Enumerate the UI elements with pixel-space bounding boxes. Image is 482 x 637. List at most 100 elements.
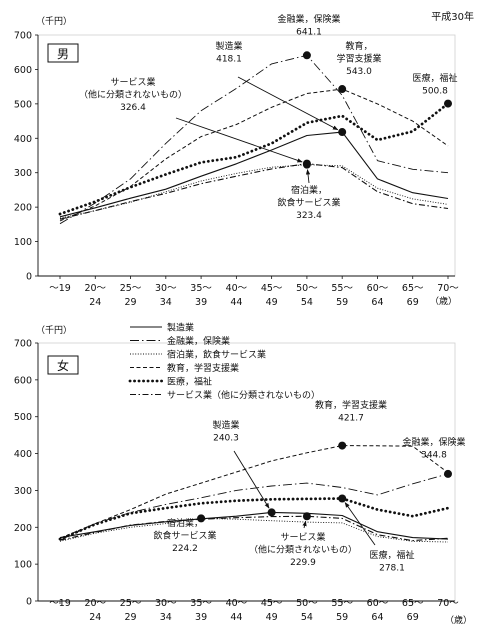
x-tick-label: 39 <box>195 612 207 623</box>
y-tick-label: 500 <box>14 99 32 110</box>
x-tick-label: 60～ <box>367 283 389 294</box>
callout-label: 医療，福祉 <box>369 549 414 561</box>
x-tick-label: 20～ <box>84 283 106 294</box>
callout-arrow <box>237 76 339 131</box>
x-tick-label: 45～ <box>261 283 283 294</box>
y-axis-title: （千円） <box>36 16 72 27</box>
x-tick-label: 30～ <box>155 283 177 294</box>
x-tick-label: 35～ <box>190 283 212 294</box>
callout-label: 製造業 <box>215 40 242 52</box>
peak-marker <box>338 128 347 137</box>
x-tick-label: 40～ <box>226 598 248 609</box>
series-line-5 <box>59 163 449 220</box>
callout-label: 学習支援業 <box>336 53 381 65</box>
callout-label: サービス業 <box>280 531 325 543</box>
x-tick-label: ～19 <box>49 598 71 609</box>
y-tick-label: 300 <box>14 486 32 497</box>
x-tick-label: 25～ <box>120 283 142 294</box>
callout-label: 418.1 <box>216 55 242 65</box>
callout-label: 323.4 <box>296 211 322 221</box>
callout-arrow <box>233 450 270 509</box>
callout-label: 278.1 <box>379 564 405 574</box>
x-tick-label: 40～ <box>226 283 248 294</box>
callout-label: 教育， <box>345 40 372 52</box>
y-tick-label: 200 <box>14 523 32 534</box>
callout-label: サービス業 <box>110 76 155 88</box>
y-tick-label: 100 <box>14 560 32 571</box>
callout-label: （他に分類されないもの） <box>249 544 357 556</box>
series-line-4 <box>58 497 450 541</box>
x-tick-label: 49 <box>266 612 278 623</box>
x-tick-label: 70～ <box>437 598 459 609</box>
y-tick-label: 0 <box>26 272 32 283</box>
callout-label: 543.0 <box>346 67 372 77</box>
y-tick-label: 700 <box>14 339 32 350</box>
peak-marker <box>197 514 206 523</box>
callout-label: 飲食サービス業 <box>277 197 340 209</box>
x-tick-label: 54 <box>301 612 313 623</box>
x-tick-label: 50～ <box>296 283 318 294</box>
series-line-3 <box>59 445 449 539</box>
peak-marker <box>338 494 347 503</box>
callout-label: 金融業，保険業 <box>402 436 465 448</box>
series-line-5 <box>59 515 449 542</box>
x-tick-label: 64 <box>371 612 383 623</box>
x-tick-label: 64 <box>371 297 383 308</box>
peak-marker <box>338 441 347 450</box>
x-tick-label: 59 <box>336 297 348 308</box>
legend-item: 宿泊業，飲食サービス業 <box>167 349 266 361</box>
x-tick-label: 65～ <box>402 598 424 609</box>
x-tick-label: 20～ <box>84 598 106 609</box>
x-tick-label: 39 <box>195 297 207 308</box>
peak-marker <box>302 160 311 169</box>
peak-marker <box>302 512 311 521</box>
callout-label: 326.4 <box>120 103 146 113</box>
callout-label: 医療，福祉 <box>412 72 457 84</box>
x-axis-suffix: （歳） <box>445 614 472 626</box>
x-tick-label: 34 <box>160 297 172 308</box>
y-tick-label: 300 <box>14 168 32 179</box>
panel-label-box <box>47 355 79 375</box>
legend-item: 金融業，保険業 <box>167 335 230 347</box>
peak-marker <box>267 508 276 517</box>
callout-label: 製造業 <box>212 419 239 431</box>
legend-item: サービス業（他に分類されないもの） <box>167 389 320 401</box>
x-tick-label: 29 <box>124 612 136 623</box>
series-line-3 <box>59 88 449 222</box>
callout-label: 宿泊業， <box>167 517 203 529</box>
callout-label: 344.8 <box>421 451 447 461</box>
callout-arrow <box>344 502 376 546</box>
y-tick-label: 100 <box>14 237 32 248</box>
callout-label: 教育，学習支援業 <box>315 399 387 411</box>
panel-label-box <box>47 43 79 63</box>
x-tick-label: 25～ <box>120 598 142 609</box>
series-line-1 <box>59 54 449 225</box>
x-tick-label: 70～ <box>437 283 459 294</box>
x-tick-label: 30～ <box>155 598 177 609</box>
series-line-0 <box>59 131 449 218</box>
x-tick-label: 50～ <box>296 598 318 609</box>
callout-label: 224.2 <box>172 544 198 554</box>
callout-arrow <box>305 169 311 184</box>
callout-arrow <box>302 520 307 529</box>
panel-label: 男 <box>57 47 69 61</box>
callout-arrow <box>175 117 303 163</box>
x-tick-label: 44 <box>230 612 242 623</box>
y-tick-label: 700 <box>14 31 32 42</box>
y-tick-label: 0 <box>26 597 32 608</box>
y-tick-label: 400 <box>14 449 32 460</box>
legend-item: 教育，学習支援業 <box>167 362 239 374</box>
callout-label: 421.7 <box>338 414 364 424</box>
series-line-4 <box>58 102 450 216</box>
era-label: 平成30年 <box>431 12 474 23</box>
callout-label: 500.8 <box>422 87 448 97</box>
legend-item: 医療，福祉 <box>167 376 212 388</box>
callout-label: 飲食サービス業 <box>153 530 216 542</box>
callout-label: 240.3 <box>213 434 239 444</box>
x-tick-label: 29 <box>124 297 136 308</box>
x-tick-label: ～19 <box>49 283 71 294</box>
x-tick-label: 69 <box>407 297 419 308</box>
series-line-2 <box>59 517 449 543</box>
x-tick-label: 54 <box>301 297 313 308</box>
